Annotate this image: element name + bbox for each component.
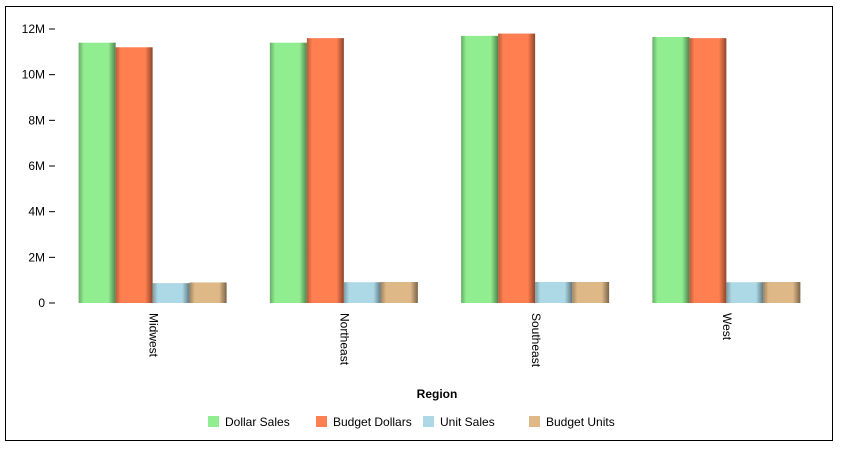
y-axis: 0 2M 4M 6M 8M 10M 12M [22,22,55,310]
bar-southeast-budget-units [572,281,610,303]
x-tick-label: Northeast [338,313,352,366]
legend-label: Unit Sales [440,415,495,429]
y-tick-label: 12M [22,22,45,36]
y-tick-label: 8M [28,113,45,127]
y-tick-label: 6M [28,159,45,173]
bar-southeast-unit-sales [535,281,573,303]
legend-label: Dollar Sales [225,415,290,429]
bar-midwest-budget-units [189,282,227,303]
bar-west-budget-units [763,281,801,303]
legend-label: Budget Dollars [333,415,412,429]
bar-southeast-budget-dollars [498,33,536,304]
y-tick-label: 10M [22,68,45,82]
x-axis: Midwest Northeast Southeast West [146,313,734,368]
bar-northeast-budget-dollars [306,38,344,304]
x-tick-label: Southeast [529,313,543,368]
bar-west-dollar-sales [652,36,690,303]
x-tick-label: Midwest [146,313,160,358]
bar-west-budget-dollars [689,38,727,304]
x-tick-label: West [720,313,734,341]
legend-swatch [208,416,219,427]
x-axis-title: Region [417,387,458,401]
y-tick-label: 2M [28,250,45,264]
legend-label: Budget Units [546,415,615,429]
bar-southeast-dollar-sales [461,35,499,303]
bar-midwest-unit-sales [152,283,190,303]
bar-midwest-budget-dollars [115,47,153,304]
bar-northeast-unit-sales [343,282,381,303]
legend-swatch [529,416,540,427]
bar-northeast-budget-units [380,281,418,303]
y-tick-label: 4M [28,205,45,219]
y-tick-label: 0 [38,296,45,310]
bar-west-unit-sales [726,282,764,303]
bar-northeast-dollar-sales [269,42,307,303]
legend-swatch [316,416,327,427]
legend: Dollar Sales Budget Dollars Unit Sales Budg… [208,415,615,429]
bars [78,33,801,304]
legend-swatch [423,416,434,427]
bar-midwest-dollar-sales [78,42,116,303]
